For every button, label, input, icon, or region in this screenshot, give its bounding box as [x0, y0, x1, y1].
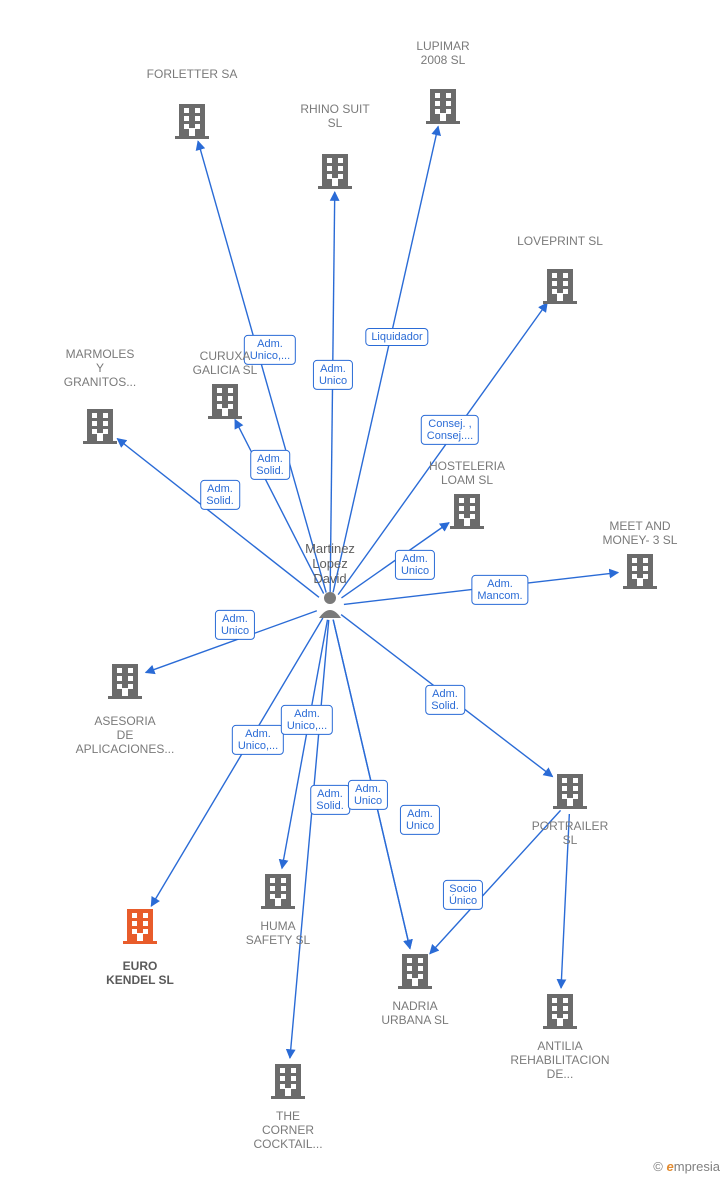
edge-label: Adm. Unico: [400, 805, 440, 835]
building-icon: [108, 664, 142, 699]
footer-credit: © empresia: [653, 1159, 720, 1174]
building-icon: [426, 89, 460, 124]
edge-label: Consej. , Consej....: [421, 415, 479, 445]
building-icon: [543, 994, 577, 1029]
edge: [561, 814, 569, 988]
edge: [290, 620, 329, 1058]
brand-rest: mpresia: [674, 1159, 720, 1174]
building-icon: [623, 554, 657, 589]
edge: [338, 303, 547, 595]
edge: [330, 192, 335, 592]
building-icon: [83, 409, 117, 444]
edge-label: Adm. Unico,...: [232, 725, 284, 755]
building-icon: [450, 494, 484, 529]
edge-label: Adm. Mancom.: [471, 575, 528, 605]
building-icon: [318, 154, 352, 189]
edge-label: Adm. Unico: [313, 360, 353, 390]
building-icon: [175, 104, 209, 139]
building-icon: [398, 954, 432, 989]
edge-label: Adm. Unico: [348, 780, 388, 810]
network-canvas: [0, 0, 728, 1180]
edge-label: Adm. Unico,...: [281, 705, 333, 735]
building-icon: [123, 909, 157, 944]
edge-label: Adm. Solid.: [250, 450, 290, 480]
edge-label: Adm. Unico,...: [244, 335, 296, 365]
copyright-symbol: ©: [653, 1159, 663, 1174]
edge-label: Adm. Solid.: [425, 685, 465, 715]
building-icon: [271, 1064, 305, 1099]
edge-label: Adm. Solid.: [200, 480, 240, 510]
brand-e: e: [667, 1159, 674, 1174]
edge-label: Adm. Unico: [215, 610, 255, 640]
person-icon: [319, 592, 341, 618]
building-icon: [208, 384, 242, 419]
edge: [198, 141, 326, 592]
center-node-label: Martinez Lopez David: [305, 542, 355, 587]
building-icon: [261, 874, 295, 909]
building-icon: [543, 269, 577, 304]
edge: [282, 620, 328, 869]
edge-label: Adm. Unico: [395, 550, 435, 580]
edge-label: Adm. Solid.: [310, 785, 350, 815]
edge-label: Liquidador: [365, 328, 428, 346]
edge-label: Socio Único: [443, 880, 483, 910]
building-icon: [553, 774, 587, 809]
